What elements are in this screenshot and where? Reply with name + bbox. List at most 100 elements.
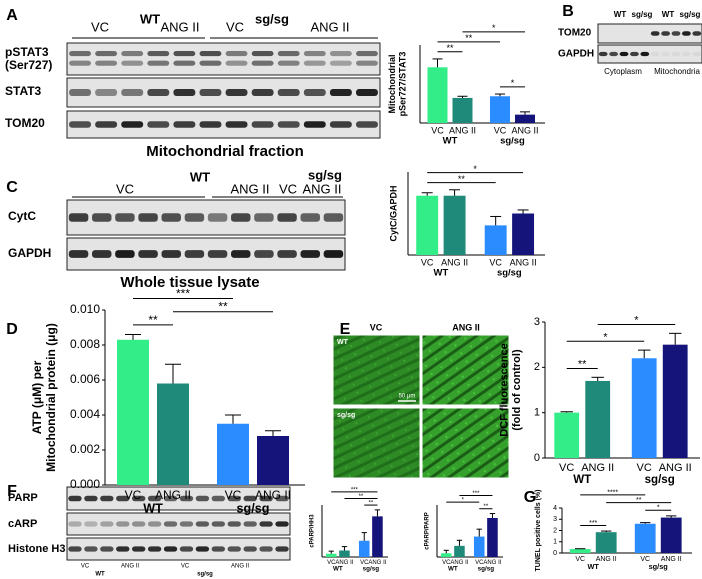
image-row-label: WT — [337, 339, 349, 346]
blot-band — [69, 60, 91, 66]
significance-label: * — [634, 315, 639, 327]
bar — [443, 195, 466, 255]
group-label: WT — [333, 566, 343, 573]
blot-band — [275, 521, 289, 527]
group-label: sg/sg — [497, 268, 522, 279]
blot-band — [227, 546, 241, 552]
blot-band — [116, 495, 130, 502]
blot-band — [225, 60, 248, 66]
blot-band — [682, 31, 691, 36]
y-axis-label: Mitochondrial — [387, 55, 397, 114]
blot-band — [277, 250, 297, 258]
x-tick-label: VC — [475, 560, 484, 566]
group-label: sg/sg — [363, 566, 380, 573]
micrograph — [332, 334, 421, 406]
blot-band — [131, 495, 146, 502]
blot-band — [211, 521, 226, 527]
blot-header: WT — [190, 169, 210, 184]
bar — [339, 550, 350, 557]
blot-row-label: Histone H3 — [8, 543, 65, 555]
y-tick-label: 3 — [553, 516, 557, 523]
blot-band — [84, 521, 98, 527]
image-column-label: VC — [370, 322, 383, 332]
blot-band — [243, 546, 257, 552]
panel-letter: B — [562, 3, 574, 20]
significance-label: ** — [446, 43, 454, 53]
blot-band — [121, 60, 144, 66]
blot-frame — [66, 42, 381, 76]
blot-header: VC — [279, 181, 297, 196]
blot-band — [131, 546, 146, 552]
blot-band — [68, 546, 82, 552]
lane-label: ANG II — [231, 564, 249, 570]
blot-band — [138, 213, 158, 222]
blot-band — [277, 89, 300, 96]
blot-band — [303, 89, 326, 96]
blot-band — [199, 60, 222, 66]
group-label: WT — [434, 268, 449, 279]
blot-frame — [66, 77, 381, 108]
blot-band — [163, 495, 178, 502]
significance-label: *** — [351, 487, 359, 493]
image-row-label: sg/sg — [337, 412, 355, 419]
blot-band — [116, 546, 130, 552]
blot-band — [277, 60, 300, 66]
x-tick-label: ANG II — [596, 556, 617, 563]
blot-header: sg/sg — [255, 11, 289, 26]
x-tick-label: ANG II — [450, 560, 468, 566]
blot-band — [251, 89, 274, 96]
blot-band — [640, 51, 650, 57]
bar — [595, 532, 617, 553]
blot-band — [259, 546, 273, 552]
x-tick-label: VC — [442, 560, 451, 566]
blot-header: WT — [140, 11, 160, 26]
group-label: sg/sg — [237, 501, 270, 515]
bar — [660, 517, 682, 553]
blot-band — [277, 213, 297, 222]
blot-band — [68, 495, 82, 502]
x-tick-label: VC — [494, 125, 507, 135]
blot-band — [100, 546, 114, 552]
blot-band — [251, 51, 274, 57]
bar — [634, 523, 656, 553]
blot-band — [356, 51, 378, 57]
blot-band — [227, 521, 241, 527]
x-tick-label: VC — [559, 462, 574, 474]
blot-band — [277, 51, 300, 57]
blot-header: VC — [116, 181, 134, 196]
blot-band — [329, 89, 352, 96]
blot-band — [661, 31, 670, 36]
blot-band — [243, 521, 257, 527]
y-axis-label: TUNEL positive cells (%) — [535, 490, 542, 572]
bar — [454, 545, 465, 557]
x-tick-label: VC — [489, 257, 502, 267]
bar — [487, 518, 498, 557]
blot-band — [68, 521, 82, 527]
blot-band — [173, 60, 196, 66]
blot-header: WT — [662, 10, 675, 19]
blot-caption: Mitochondrial fraction — [146, 143, 304, 160]
blot-header: VC — [91, 19, 109, 34]
blot-band — [329, 60, 352, 66]
blot-band — [95, 51, 118, 57]
blot-band — [195, 546, 210, 552]
group-label: WT — [587, 562, 599, 571]
blot-band — [277, 121, 300, 128]
panel-letter: E — [340, 321, 351, 338]
group-label: sg/sg — [645, 474, 675, 486]
blot-band — [329, 121, 352, 128]
x-tick-label: ANG II — [335, 560, 353, 566]
lane-label: VC — [181, 564, 190, 570]
significance-label: ** — [148, 313, 158, 327]
blot-footer: Mitochondria — [654, 67, 700, 76]
significance-label: * — [603, 331, 608, 343]
lane-label: VC — [81, 564, 90, 570]
blot-band — [225, 121, 248, 128]
blot-frame — [597, 23, 702, 44]
blot-band — [303, 121, 326, 128]
micrograph — [421, 407, 510, 479]
y-tick-label: 0 — [534, 452, 540, 464]
blot-band — [671, 31, 681, 36]
blot-band — [227, 495, 241, 502]
y-axis-label: (fold of control) — [511, 349, 523, 431]
